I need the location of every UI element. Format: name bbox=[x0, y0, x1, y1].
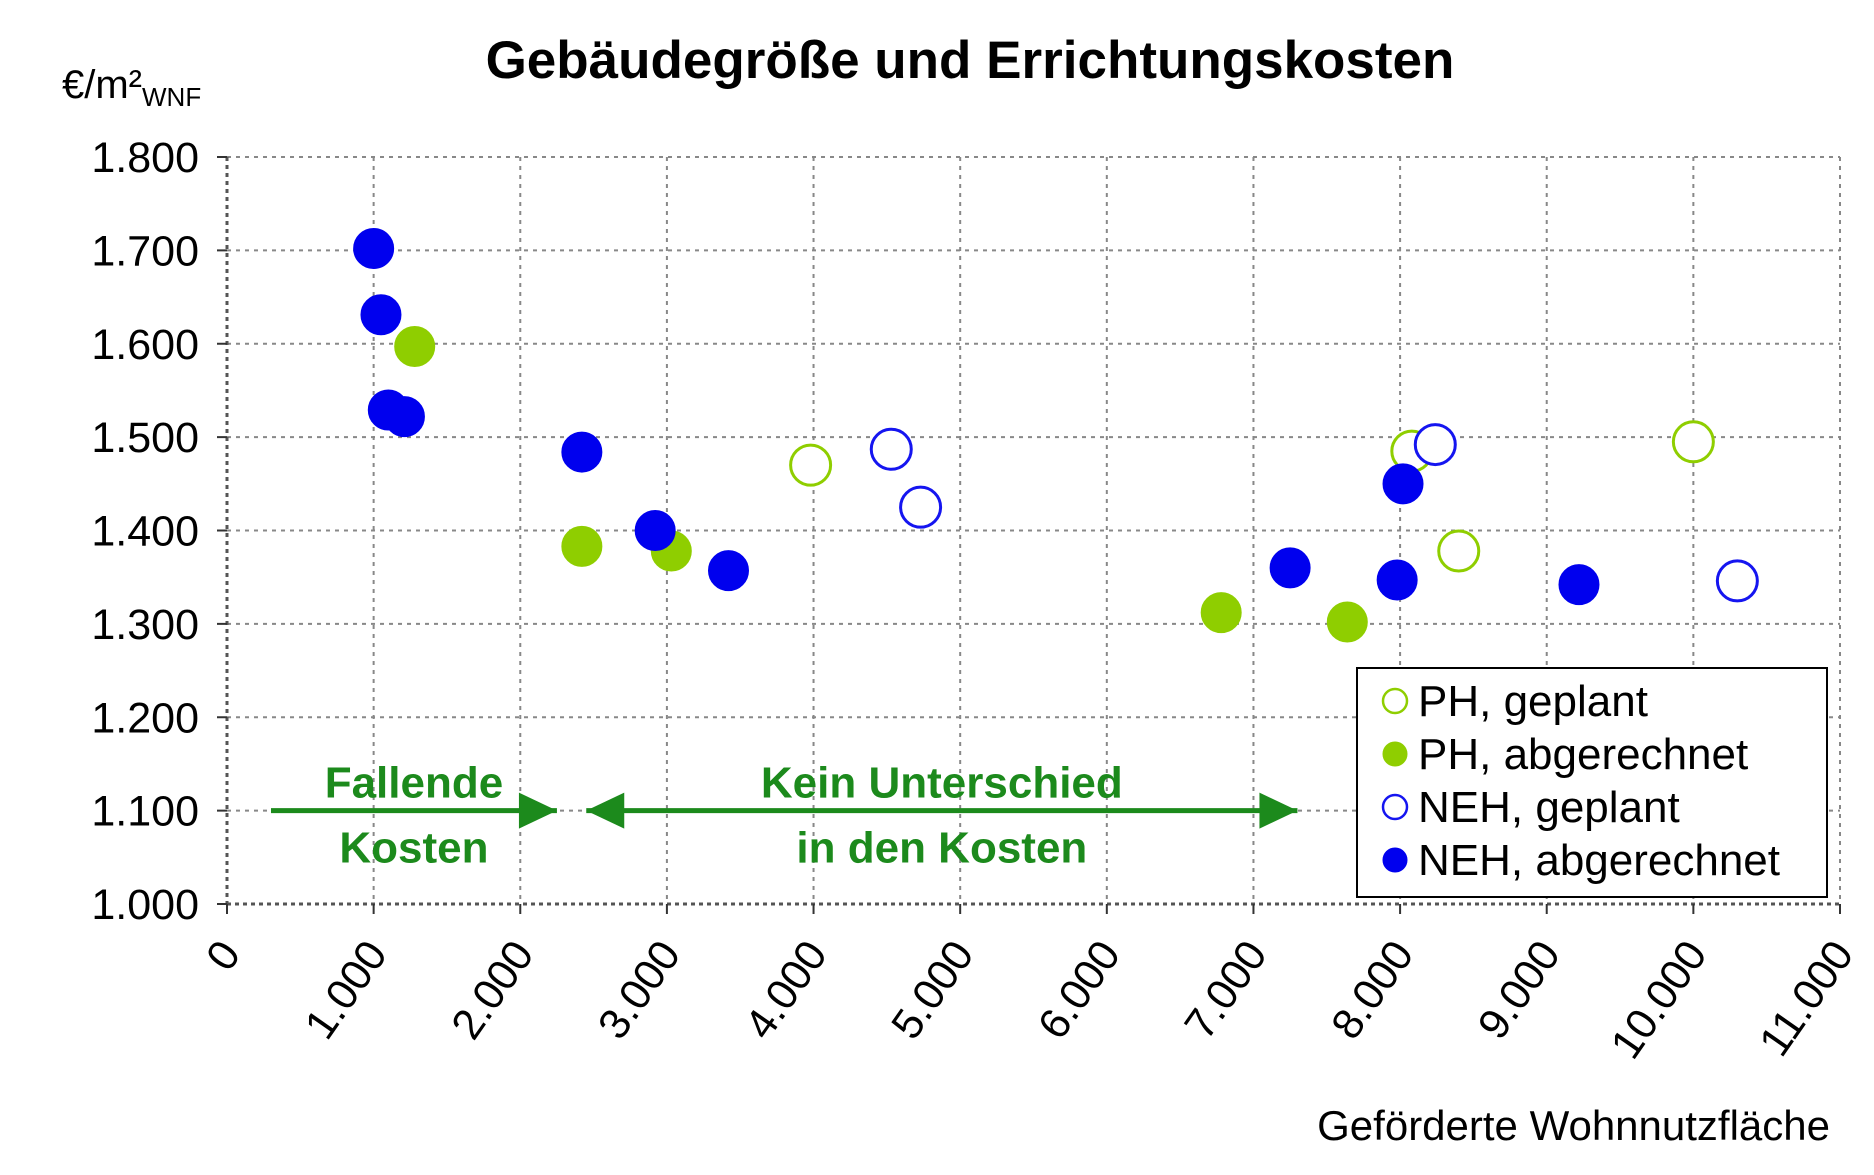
chart-title: Gebäudegröße und Errichtungskosten bbox=[486, 31, 1455, 90]
data-point bbox=[1671, 420, 1715, 464]
legend-marker bbox=[1381, 687, 1409, 715]
y-tick-label: 1.500 bbox=[91, 414, 199, 462]
y-tick-label: 1.100 bbox=[91, 788, 199, 836]
y-axis-unit: €/m² bbox=[62, 63, 142, 107]
data-point bbox=[1376, 559, 1418, 601]
x-axis-ticks: 0 1.000 2.000 3.000 4.000 5.000 6.000 7.000 8.00… bbox=[197, 904, 1863, 1067]
x-tick-label: 10.000 bbox=[1602, 932, 1717, 1067]
data-point bbox=[1200, 592, 1242, 634]
series-ph-abgerechnet bbox=[394, 326, 1368, 643]
data-point bbox=[561, 525, 603, 567]
data-point bbox=[1437, 529, 1481, 573]
arrowhead-left bbox=[586, 792, 625, 829]
y-tick-label: 1.800 bbox=[91, 134, 199, 182]
x-tick-label: 7.000 bbox=[1176, 932, 1277, 1048]
axes bbox=[225, 157, 1840, 906]
y-tick-label: 1.300 bbox=[91, 601, 199, 649]
x-tick-label: 1.000 bbox=[296, 932, 397, 1048]
data-point bbox=[353, 228, 395, 270]
data-point bbox=[634, 510, 676, 551]
y-tick-label: 1.000 bbox=[91, 881, 199, 929]
y-tick-label: 1.700 bbox=[91, 227, 199, 275]
data-point bbox=[394, 326, 436, 368]
legend-marker bbox=[1381, 793, 1409, 821]
data-point bbox=[561, 431, 603, 473]
legend-label: NEH, geplant bbox=[1418, 783, 1680, 832]
legend-marker bbox=[1382, 847, 1408, 873]
x-tick-label: 11.000 bbox=[1750, 932, 1863, 1065]
x-tick-label: 2.000 bbox=[442, 932, 543, 1048]
legend-marker bbox=[1382, 741, 1408, 767]
y-tick-label: 1.600 bbox=[91, 321, 199, 369]
data-point bbox=[869, 427, 913, 471]
annotation-text: in den Kosten bbox=[796, 824, 1087, 873]
legend-label: NEH, abgerechnet bbox=[1418, 836, 1780, 885]
x-tick-label: 8.000 bbox=[1322, 932, 1423, 1048]
data-point bbox=[1269, 547, 1311, 589]
x-tick-label: 9.000 bbox=[1469, 932, 1570, 1048]
data-point bbox=[1558, 564, 1600, 606]
legend-box bbox=[1356, 667, 1828, 898]
x-tick-label: 3.000 bbox=[589, 932, 690, 1048]
arrowhead-right bbox=[1259, 792, 1298, 829]
data-point bbox=[383, 396, 425, 438]
y-tick-label: 1.200 bbox=[91, 694, 199, 742]
series-neh-abgerechnet bbox=[353, 228, 1600, 606]
annotation-text: Kein Unterschied bbox=[761, 759, 1123, 808]
x-axis-title: Geförderte Wohnnutzfläche bbox=[1317, 1102, 1830, 1149]
legend-label: PH, abgerechnet bbox=[1418, 730, 1748, 779]
annotations: Fallende Kosten Kein Unterschied in den Kos… bbox=[270, 759, 1298, 873]
series-neh-geplant bbox=[869, 423, 1759, 603]
data-point bbox=[1413, 423, 1457, 467]
data-point bbox=[707, 550, 749, 592]
y-axis-ticks: 1.000 1.100 1.200 1.300 1.400 1.500 1.600 1.700… bbox=[91, 134, 227, 929]
x-tick-label: 6.000 bbox=[1029, 932, 1130, 1048]
data-point bbox=[1326, 601, 1368, 643]
arrowhead-right bbox=[518, 792, 557, 829]
data-point bbox=[789, 443, 833, 487]
data-point bbox=[360, 294, 402, 336]
x-tick-label: 4.000 bbox=[736, 932, 837, 1048]
y-tick-label: 1.400 bbox=[91, 508, 199, 556]
data-points bbox=[353, 228, 1759, 643]
data-point bbox=[899, 485, 943, 529]
data-point bbox=[1715, 559, 1759, 603]
annotation-text: Kosten bbox=[339, 824, 488, 873]
x-tick-label: 5.000 bbox=[882, 932, 983, 1048]
data-point bbox=[1382, 463, 1424, 505]
legend-label: PH, geplant bbox=[1418, 677, 1648, 726]
annotation-text: Fallende bbox=[325, 759, 504, 808]
y-axis-unit-subscript: WNF bbox=[142, 82, 201, 112]
x-tick-label: 0 bbox=[197, 932, 250, 979]
y-axis-title: €/m²WNF bbox=[62, 63, 201, 112]
